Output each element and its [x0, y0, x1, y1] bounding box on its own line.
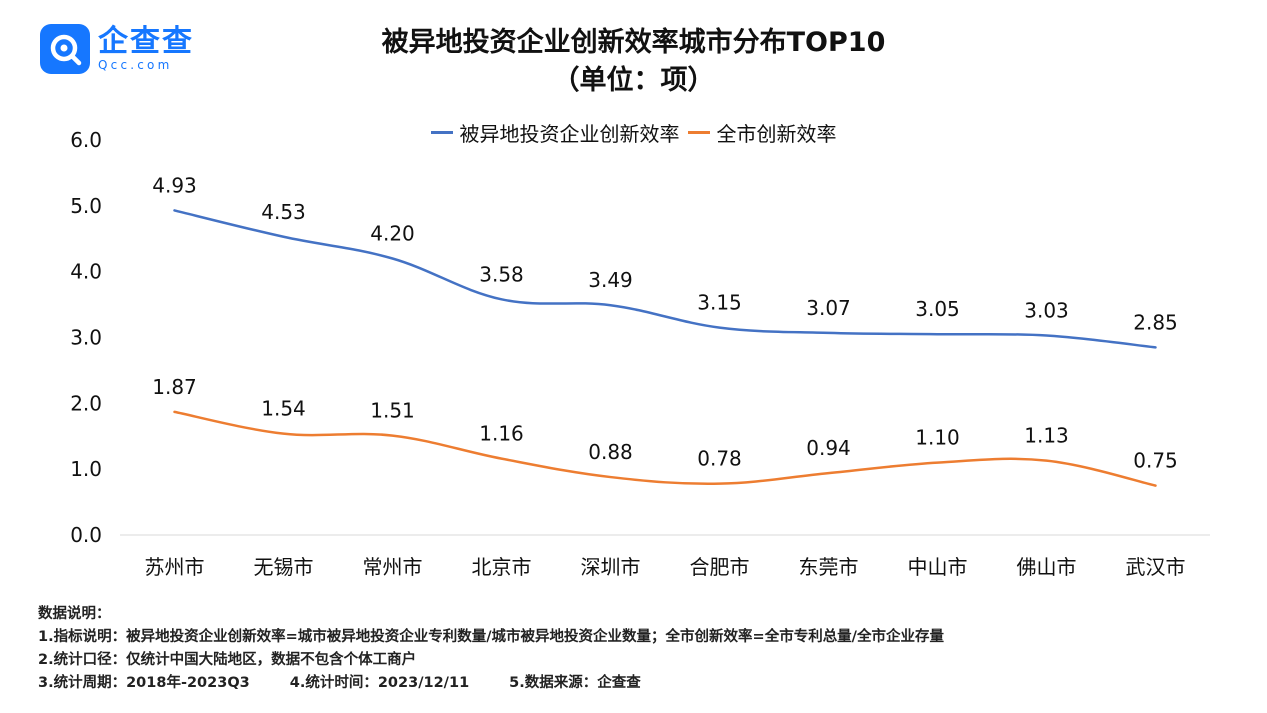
legend-swatch-series1	[430, 131, 453, 134]
data-label-series2: 1.54	[261, 397, 306, 421]
legend-label-series1: 被异地投资企业创新效率	[459, 122, 680, 146]
data-label-series2: 1.87	[152, 375, 197, 399]
x-tick-label: 武汉市	[1126, 555, 1186, 579]
data-label-series2: 0.78	[697, 447, 742, 471]
x-tick-label: 北京市	[472, 555, 532, 579]
note-indicator: 1.指标说明：被异地投资企业创新效率=城市被异地投资企业专利数量/城市被异地投资…	[38, 629, 944, 645]
data-label-series1: 3.03	[1024, 299, 1069, 323]
chart-title: 被异地投资企业创新效率城市分布TOP10	[381, 27, 886, 58]
x-tick-label: 合肥市	[690, 555, 750, 579]
y-tick-label: 2.0	[70, 391, 102, 415]
data-notes: 数据说明： 1.指标说明：被异地投资企业创新效率=城市被异地投资企业专利数量/城…	[38, 603, 944, 695]
note-source: 5.数据来源：企查查	[509, 675, 641, 691]
data-label-series1: 2.85	[1133, 310, 1178, 334]
y-tick-label: 3.0	[70, 326, 102, 350]
chart-subtitle: （单位：项）	[552, 65, 715, 96]
note-meta-row: 3.统计周期：2018年-2023Q3 4.统计时间：2023/12/11 5.数据…	[38, 672, 944, 695]
data-label-series2: 1.13	[1024, 424, 1069, 448]
data-label-series2: 1.51	[370, 399, 415, 423]
x-tick-label: 东莞市	[799, 555, 859, 579]
data-label-series1: 4.93	[152, 173, 197, 197]
data-label-series1: 3.15	[697, 291, 742, 315]
data-label-series1: 3.05	[915, 297, 960, 321]
note-scope: 2.统计口径：仅统计中国大陆地区，数据不包含个体工商户	[38, 652, 417, 668]
brand-logo: 企查查 Qcc.com	[40, 24, 194, 74]
legend-item-series1: 被异地投资企业创新效率	[430, 118, 680, 147]
legend-item-series2: 全市创新效率	[687, 118, 837, 147]
y-tick-label: 4.0	[70, 260, 102, 284]
x-tick-label: 深圳市	[581, 555, 641, 579]
x-tick-label: 常州市	[363, 555, 423, 579]
x-tick-label: 苏州市	[145, 555, 205, 579]
logo-domain: Qcc.com	[98, 58, 173, 72]
chart-legend: 被异地投资企业创新效率 全市创新效率	[0, 118, 1267, 147]
series-line-2	[173, 410, 1157, 487]
y-tick-label: 1.0	[70, 457, 102, 481]
data-label-series2: 1.10	[915, 426, 960, 450]
logo-name: 企查查	[98, 24, 194, 59]
legend-swatch-series2	[687, 131, 710, 134]
series-line-1	[173, 209, 1157, 349]
x-tick-label: 佛山市	[1017, 555, 1077, 579]
notes-heading: 数据说明：	[38, 606, 111, 622]
data-label-series2: 0.75	[1133, 449, 1178, 473]
x-tick-label: 无锡市	[254, 555, 314, 579]
data-label-series2: 0.88	[588, 440, 633, 464]
line-chart: 0.0 1.0 2.0 3.0 4.0 5.0 6.0 苏州市 无锡市 常州市 北京市 深圳市 合肥市 东…	[70, 128, 1210, 579]
data-label-series2: 0.94	[806, 436, 851, 460]
data-label-series1: 3.49	[588, 268, 633, 292]
data-label-series1: 4.20	[370, 222, 415, 246]
data-label-series1: 3.07	[806, 296, 851, 320]
note-period: 3.统计周期：2018年-2023Q3	[38, 675, 250, 691]
note-stat-time: 4.统计时间：2023/12/11	[289, 675, 470, 691]
legend-label-series2: 全市创新效率	[716, 122, 837, 146]
y-tick-label: 0.0	[70, 523, 102, 547]
y-tick-label: 5.0	[70, 194, 102, 218]
x-tick-label: 中山市	[908, 555, 968, 579]
qcc-logo-icon	[40, 24, 90, 74]
y-tick-label: 6.0	[70, 128, 102, 152]
data-label-series1: 3.58	[479, 262, 524, 286]
data-label-series2: 1.16	[479, 422, 524, 446]
data-label-series1: 4.53	[261, 200, 306, 224]
